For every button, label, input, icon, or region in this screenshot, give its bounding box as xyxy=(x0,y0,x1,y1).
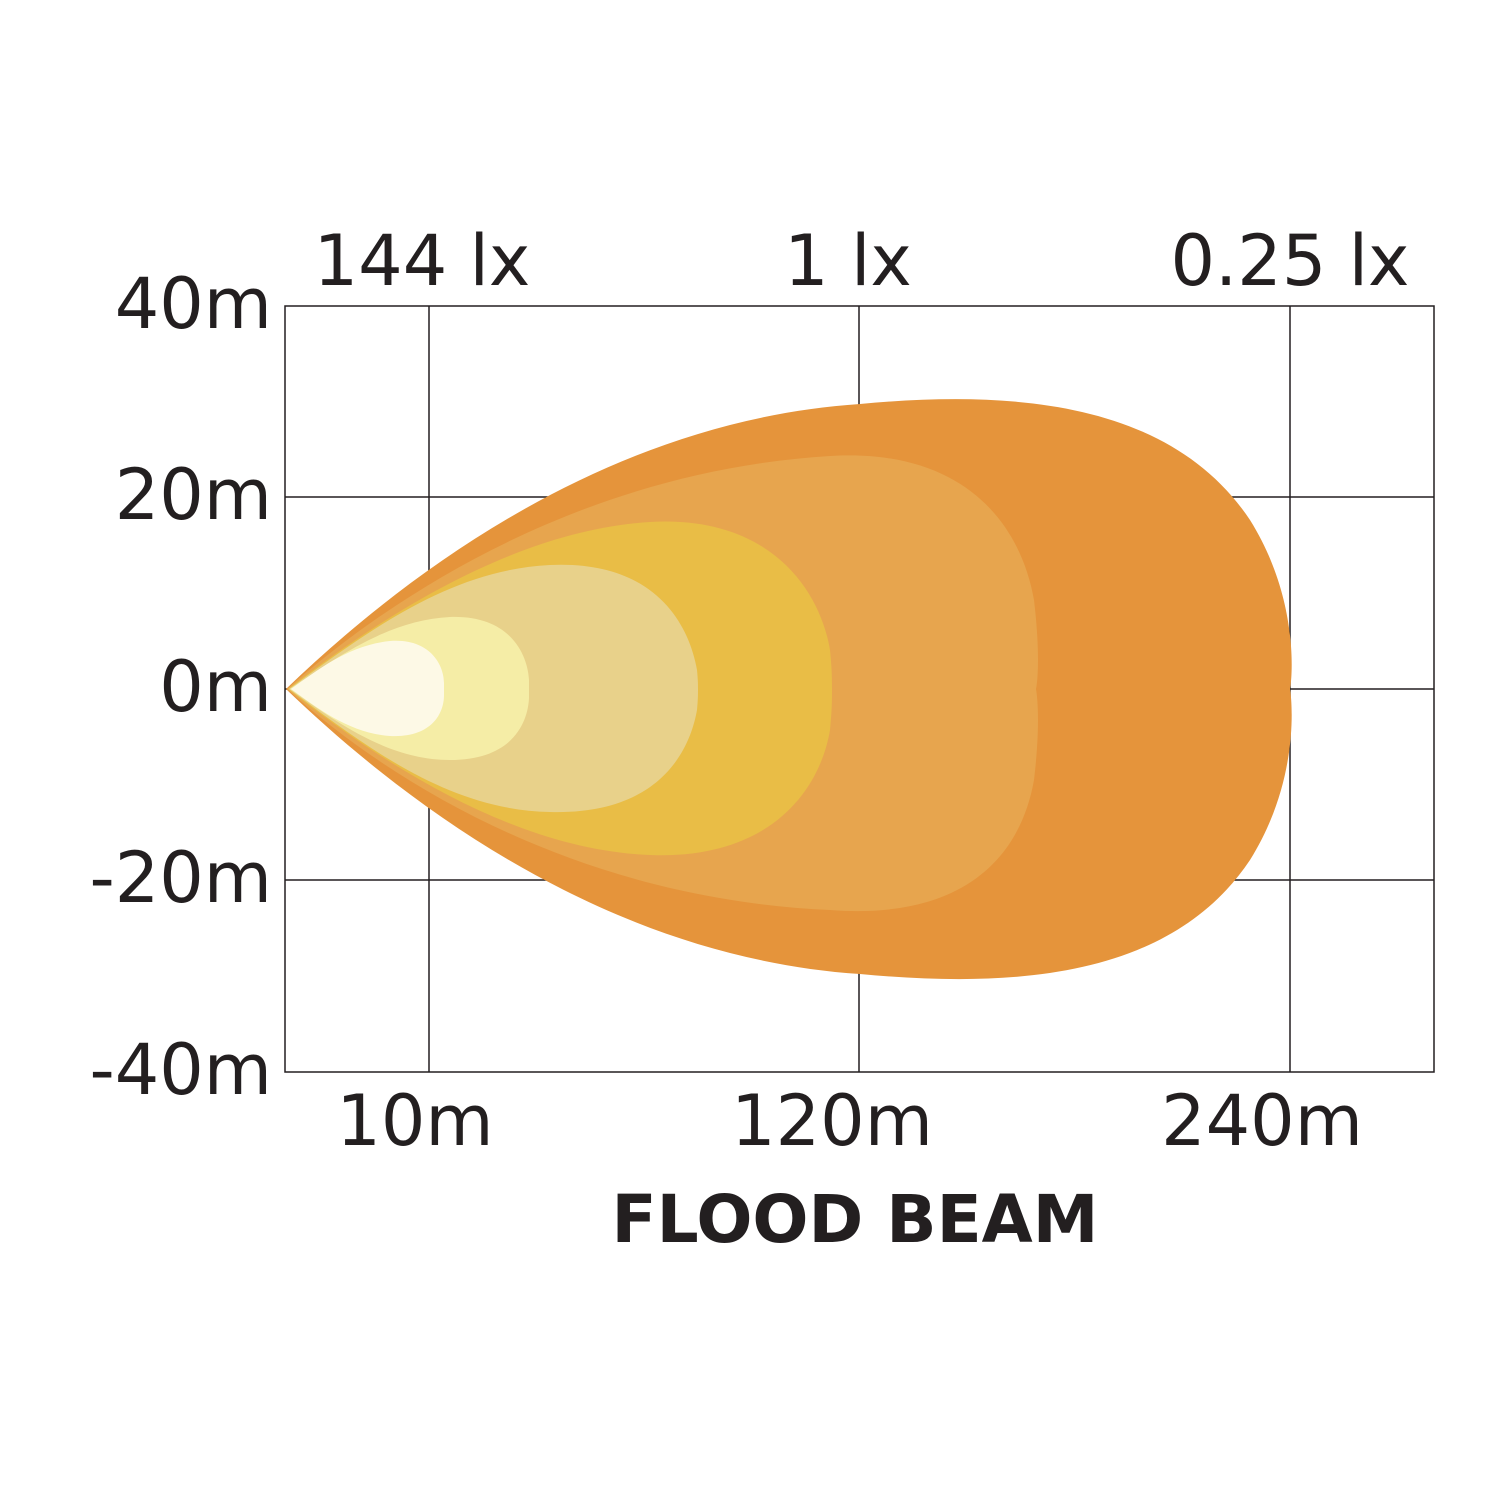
x-axis: 10m 120m 240m xyxy=(336,1080,1363,1162)
lux-label: 144 lx xyxy=(314,220,531,302)
lux-labels: 144 lx 1 lx 0.25 lx xyxy=(314,220,1410,302)
beam-zones xyxy=(286,399,1292,980)
y-tick-label: 0m xyxy=(159,646,272,728)
chart-title: FLOOD BEAM xyxy=(612,1181,1099,1258)
y-tick-label: -40m xyxy=(89,1029,272,1111)
x-tick-label: 240m xyxy=(1161,1080,1363,1162)
plot-frame xyxy=(284,305,1435,1073)
y-tick-label: 20m xyxy=(115,454,272,536)
y-axis: 40m 20m 0m -20m -40m xyxy=(89,263,272,1111)
y-tick-label: -20m xyxy=(89,837,272,919)
x-tick-label: 10m xyxy=(336,1080,493,1162)
lux-label: 0.25 lx xyxy=(1171,220,1410,302)
beam-zone-6 xyxy=(291,640,444,737)
lux-label: 1 lx xyxy=(784,220,912,302)
y-tick-label: 40m xyxy=(115,263,272,345)
x-tick-label: 120m xyxy=(731,1080,933,1162)
